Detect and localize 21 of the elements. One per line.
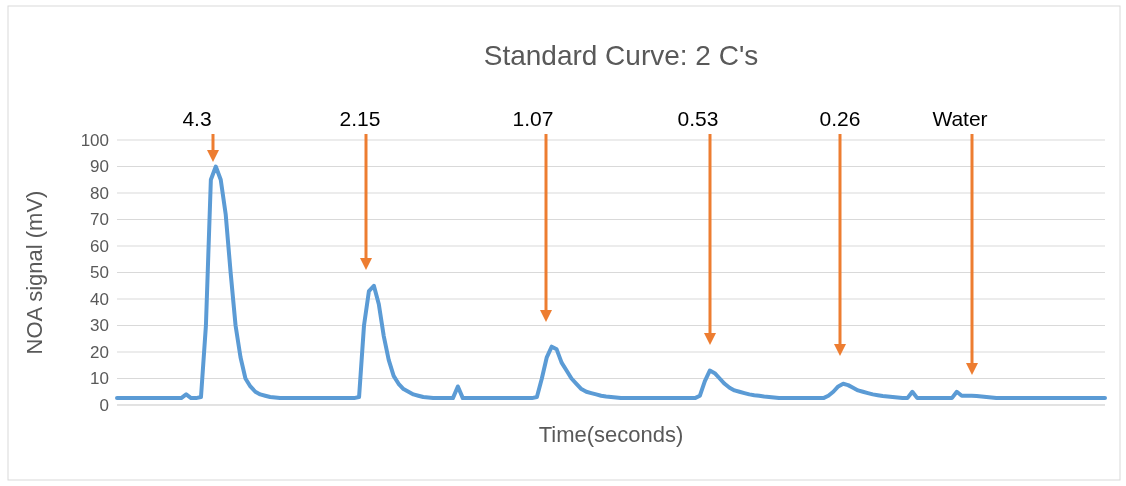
chart-title: Standard Curve: 2 C's (483, 40, 759, 71)
y-tick-label: 60 (90, 236, 109, 256)
text: Water (932, 107, 988, 130)
y-tick-label: 0 (99, 395, 109, 415)
y-tick-label: 40 (90, 289, 109, 309)
text: 0.53 (677, 107, 719, 130)
y-tick-label: 90 (90, 157, 109, 177)
y-tick-label: 100 (80, 130, 109, 150)
y-tick-label: 80 (90, 183, 109, 203)
y-tick-label: 20 (90, 342, 109, 362)
text: 4.3 (182, 107, 212, 130)
y-axis-title: NOA signal (mV) (22, 190, 47, 355)
y-tick-label: 70 (90, 210, 109, 230)
x-axis-title: Time(seconds) (538, 422, 684, 447)
text: 1.07 (512, 107, 554, 130)
y-tick-label: 30 (90, 316, 109, 336)
y-tick-label: 10 (90, 369, 109, 389)
text: 2.15 (339, 107, 381, 130)
y-tick-label: 50 (90, 263, 109, 283)
line-series (115, 164, 1107, 401)
text: 0.26 (819, 107, 861, 130)
